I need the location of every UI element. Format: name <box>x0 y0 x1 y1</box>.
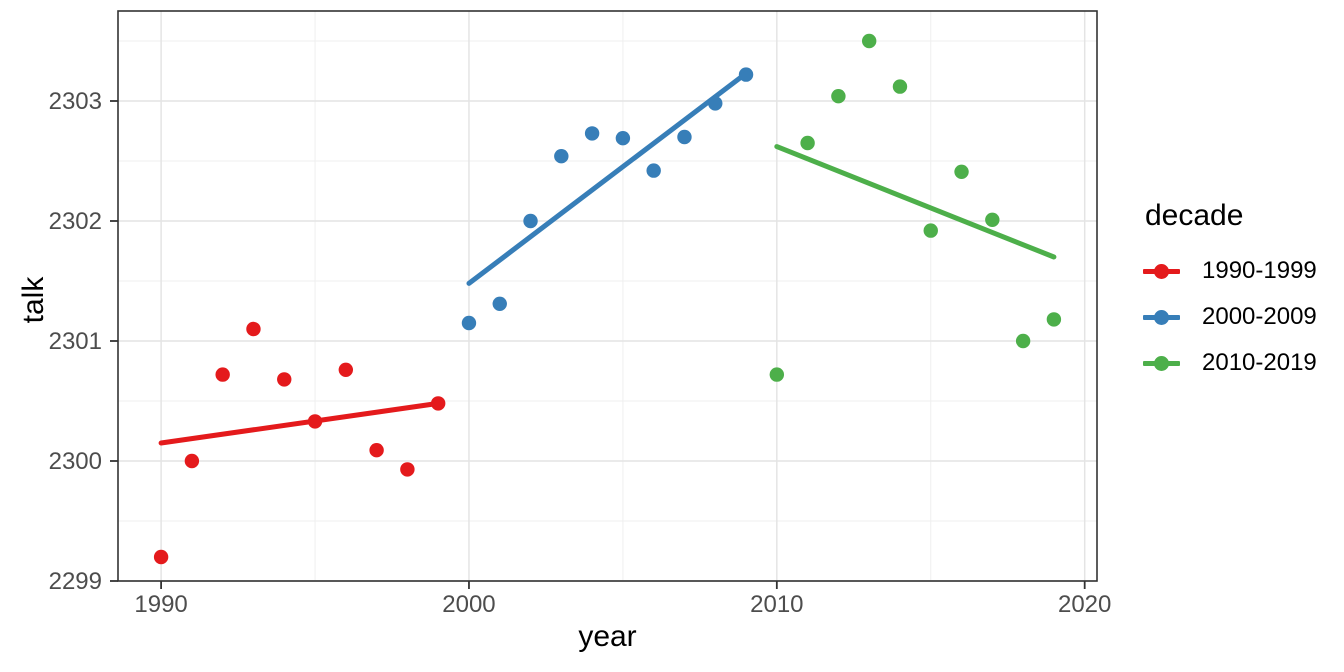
trend-line <box>774 144 1057 260</box>
legend-item-1990-1999: 1990-1999 <box>1143 248 1317 294</box>
data-point <box>184 453 200 469</box>
data-point <box>615 131 631 146</box>
data-point <box>954 164 969 179</box>
data-point <box>861 33 877 49</box>
y-tick-label: 2302 <box>49 208 102 235</box>
data-point <box>277 372 292 387</box>
data-point <box>153 549 169 565</box>
x-tick-label: 2010 <box>750 591 803 618</box>
legend-item-2000-2009: 2000-2009 <box>1143 294 1317 340</box>
trend-line <box>158 400 441 446</box>
y-axis-title: talk <box>17 276 50 324</box>
data-point <box>1015 333 1031 349</box>
y-tick-label: 2300 <box>49 448 102 475</box>
data-point <box>369 443 384 458</box>
panel-border <box>117 10 1098 582</box>
data-point <box>769 367 785 382</box>
legend-key-blue-icon <box>1143 309 1180 325</box>
trend-line <box>466 70 749 286</box>
data-point <box>215 367 230 382</box>
legend-key-green-icon <box>1143 355 1180 371</box>
legend-key-dot <box>1154 309 1169 325</box>
data-point <box>523 213 538 229</box>
legend-label: 1990-1999 <box>1202 257 1317 284</box>
legend: decade 1990-1999 2000-2009 2010-2019 <box>1143 200 1317 386</box>
data-point <box>831 89 846 104</box>
legend-key-dot <box>1154 355 1169 371</box>
legend-item-2010-2019: 2010-2019 <box>1143 340 1317 386</box>
data-point <box>892 79 908 94</box>
legend-title: decade <box>1145 199 1244 232</box>
legend-key-red-icon <box>1143 263 1180 279</box>
y-tick-label: 2303 <box>49 88 102 115</box>
data-point <box>985 212 1000 227</box>
data-point <box>246 321 261 337</box>
x-tick-label: 2020 <box>1058 591 1111 618</box>
data-point <box>338 362 354 377</box>
legend-key-dot <box>1154 263 1169 279</box>
data-point <box>492 296 507 311</box>
x-tick-label: 2000 <box>442 591 495 618</box>
data-point <box>461 315 477 331</box>
data-point <box>646 163 661 178</box>
data-point <box>1046 312 1062 327</box>
y-tick-label: 2301 <box>49 328 102 355</box>
data-point <box>554 149 569 164</box>
data-point <box>923 223 938 238</box>
data-point <box>400 462 415 477</box>
data-point <box>584 126 600 141</box>
data-point <box>800 135 815 151</box>
x-axis-title: year <box>578 620 637 653</box>
y-tick-label: 2299 <box>49 568 102 595</box>
legend-label: 2010-2019 <box>1202 349 1317 376</box>
data-point <box>677 129 692 145</box>
legend-label: 2000-2009 <box>1202 303 1317 330</box>
x-tick-label: 1990 <box>134 591 187 618</box>
